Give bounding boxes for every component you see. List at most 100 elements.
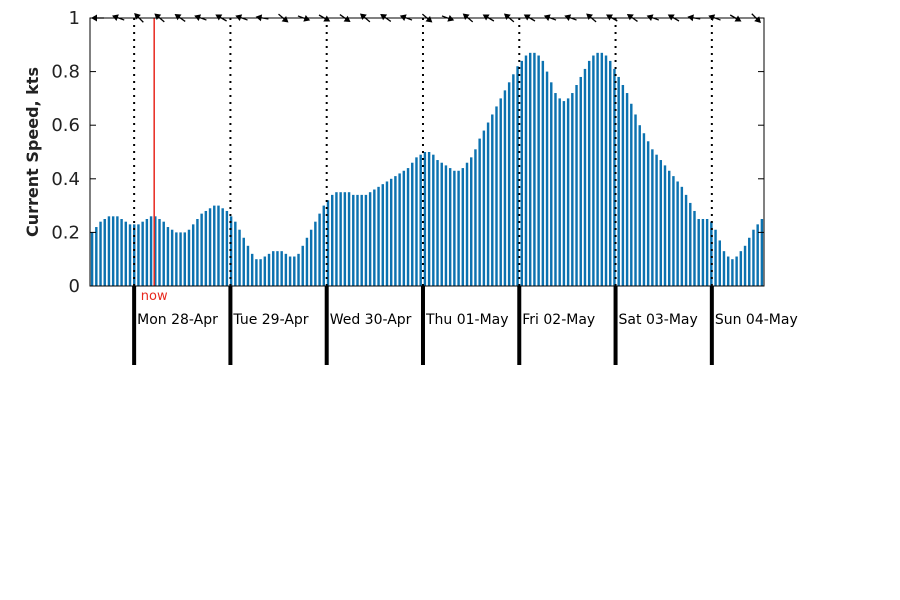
bar bbox=[133, 224, 136, 286]
bar bbox=[621, 85, 625, 286]
direction-arrow-icon bbox=[729, 14, 742, 22]
bar bbox=[234, 221, 237, 286]
bar bbox=[288, 256, 292, 286]
bar bbox=[415, 157, 418, 286]
y-tick-label: 0.6 bbox=[51, 115, 80, 136]
bar bbox=[524, 55, 528, 286]
bar bbox=[309, 229, 313, 286]
bar bbox=[99, 221, 102, 286]
bar bbox=[516, 66, 519, 287]
bar bbox=[486, 122, 490, 287]
bar bbox=[322, 205, 326, 286]
direction-arrow-icon bbox=[687, 14, 701, 22]
bar bbox=[714, 229, 717, 286]
bar bbox=[680, 186, 684, 286]
bar bbox=[141, 221, 144, 286]
direction-arrow-icon bbox=[154, 13, 165, 23]
day-label: Sat 03-May bbox=[619, 312, 698, 328]
bar bbox=[651, 149, 654, 286]
bar bbox=[756, 224, 759, 286]
direction-arrow-icon bbox=[667, 14, 680, 22]
bar bbox=[642, 133, 646, 286]
bar bbox=[743, 245, 747, 286]
bar bbox=[276, 251, 279, 286]
bar bbox=[259, 259, 262, 286]
bar bbox=[284, 253, 288, 286]
bar bbox=[352, 194, 355, 286]
direction-arrow-icon bbox=[255, 14, 269, 22]
direction-arrow-icon bbox=[112, 14, 125, 21]
bar bbox=[343, 192, 347, 286]
bar bbox=[423, 152, 427, 286]
bar bbox=[221, 208, 224, 286]
plot-frame bbox=[89, 17, 765, 287]
bars-group bbox=[90, 52, 764, 287]
bar bbox=[175, 232, 178, 286]
bar bbox=[495, 106, 498, 286]
now-label: now bbox=[141, 289, 168, 304]
bar bbox=[503, 90, 507, 286]
bar bbox=[655, 154, 658, 286]
bar bbox=[360, 194, 363, 286]
bar bbox=[436, 160, 439, 286]
bar bbox=[238, 229, 241, 286]
bar bbox=[499, 98, 502, 287]
bar bbox=[440, 162, 443, 286]
bar bbox=[305, 237, 309, 286]
bar bbox=[478, 138, 481, 286]
bar bbox=[672, 176, 675, 286]
bar bbox=[318, 213, 321, 286]
day-label: Tue 29-Apr bbox=[232, 312, 308, 328]
bar bbox=[646, 141, 650, 286]
bar bbox=[705, 219, 709, 286]
direction-arrow-icon bbox=[380, 13, 392, 22]
bar bbox=[229, 216, 233, 286]
day-label: Mon 28-Apr bbox=[137, 312, 218, 328]
bar bbox=[208, 208, 212, 286]
bar bbox=[659, 160, 663, 286]
direction-arrow-icon bbox=[339, 14, 351, 23]
direction-arrow-icon bbox=[523, 14, 536, 22]
bar bbox=[545, 71, 549, 286]
direction-arrow-icon bbox=[441, 15, 455, 22]
direction-arrow-icon bbox=[751, 13, 761, 23]
direction-arrow-icon bbox=[235, 14, 248, 21]
bar bbox=[512, 74, 515, 286]
bar bbox=[600, 52, 604, 287]
day-label: Thu 01-May bbox=[425, 312, 509, 328]
direction-arrow-icon bbox=[708, 14, 721, 21]
direction-arrows-row bbox=[91, 13, 761, 23]
direction-arrow-icon bbox=[318, 14, 331, 22]
bar bbox=[335, 192, 338, 286]
bar bbox=[246, 245, 250, 286]
bar bbox=[162, 221, 165, 286]
bar bbox=[748, 237, 751, 286]
bar bbox=[638, 125, 641, 286]
bar bbox=[326, 200, 330, 286]
bar bbox=[528, 52, 532, 287]
bar bbox=[710, 221, 713, 286]
bar bbox=[347, 192, 351, 286]
direction-arrow-icon bbox=[194, 14, 207, 21]
bar bbox=[402, 170, 406, 286]
bar bbox=[566, 98, 570, 287]
direction-arrow-icon bbox=[543, 14, 557, 21]
bar bbox=[191, 224, 195, 286]
bar bbox=[149, 216, 153, 286]
bar bbox=[432, 154, 435, 286]
bar bbox=[583, 68, 587, 286]
bar bbox=[731, 259, 734, 286]
bar bbox=[373, 189, 376, 286]
bar bbox=[752, 229, 755, 286]
y-tick-label: 0.4 bbox=[51, 169, 80, 190]
bar bbox=[217, 205, 220, 286]
bar bbox=[592, 55, 595, 286]
bar bbox=[604, 55, 608, 286]
day-label: Fri 02-May bbox=[522, 312, 595, 328]
bar bbox=[722, 251, 726, 286]
bar bbox=[406, 168, 410, 286]
bar bbox=[158, 219, 161, 286]
bar bbox=[693, 210, 696, 286]
bar bbox=[617, 76, 620, 287]
